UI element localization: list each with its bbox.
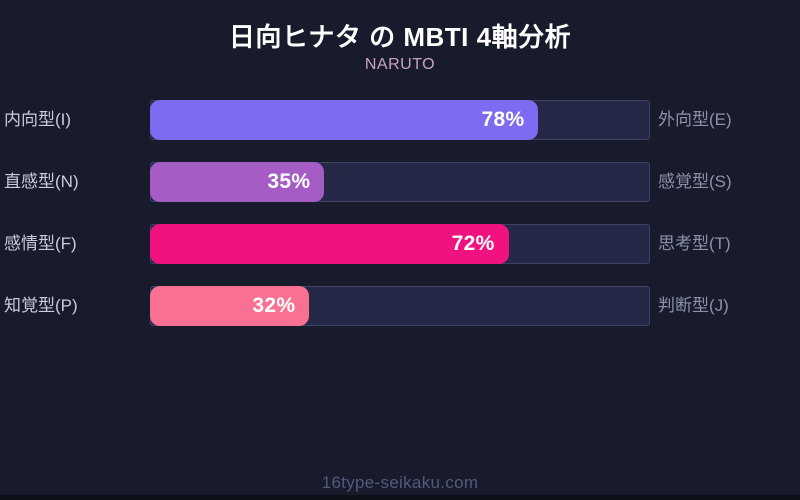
bar-fill: 35% [150,162,325,202]
bar-value-label: 72% [451,232,495,255]
page-title: 日向ヒナタ の MBTI 4軸分析 [228,22,572,52]
bar-value-label: 35% [267,170,311,193]
page-subtitle: NARUTO [364,56,436,73]
bar-fill: 72% [150,224,509,264]
right-axis-label: 判断型(J) [658,296,729,315]
bar-fill: 78% [150,100,539,140]
left-axis-label: 知覚型(P) [4,296,78,315]
right-axis-label: 思考型(T) [658,234,731,253]
chart-row-ft: 感情型(F) 72% 思考型(T) [0,224,800,264]
bottom-edge-strip [0,495,800,500]
bar-value-label: 78% [481,108,525,131]
watermark-text: 16type-seikaku.com [321,473,479,492]
chart-row-ie: 内向型(I) 78% 外向型(E) [0,100,800,140]
bar-track: 35% [150,162,650,202]
bar-value-label: 32% [252,294,296,317]
left-axis-label: 内向型(I) [4,110,72,129]
bar-track: 72% [150,224,650,264]
right-axis-label: 外向型(E) [658,110,732,129]
bar-track: 32% [150,286,650,326]
chart-row-pj: 知覚型(P) 32% 判断型(J) [0,286,800,326]
right-axis-label: 感覚型(S) [658,172,732,191]
bar-fill: 32% [150,286,310,326]
left-axis-label: 直感型(N) [4,172,79,191]
bar-track: 78% [150,100,650,140]
chart-row-ns: 直感型(N) 35% 感覚型(S) [0,162,800,202]
left-axis-label: 感情型(F) [4,234,77,253]
